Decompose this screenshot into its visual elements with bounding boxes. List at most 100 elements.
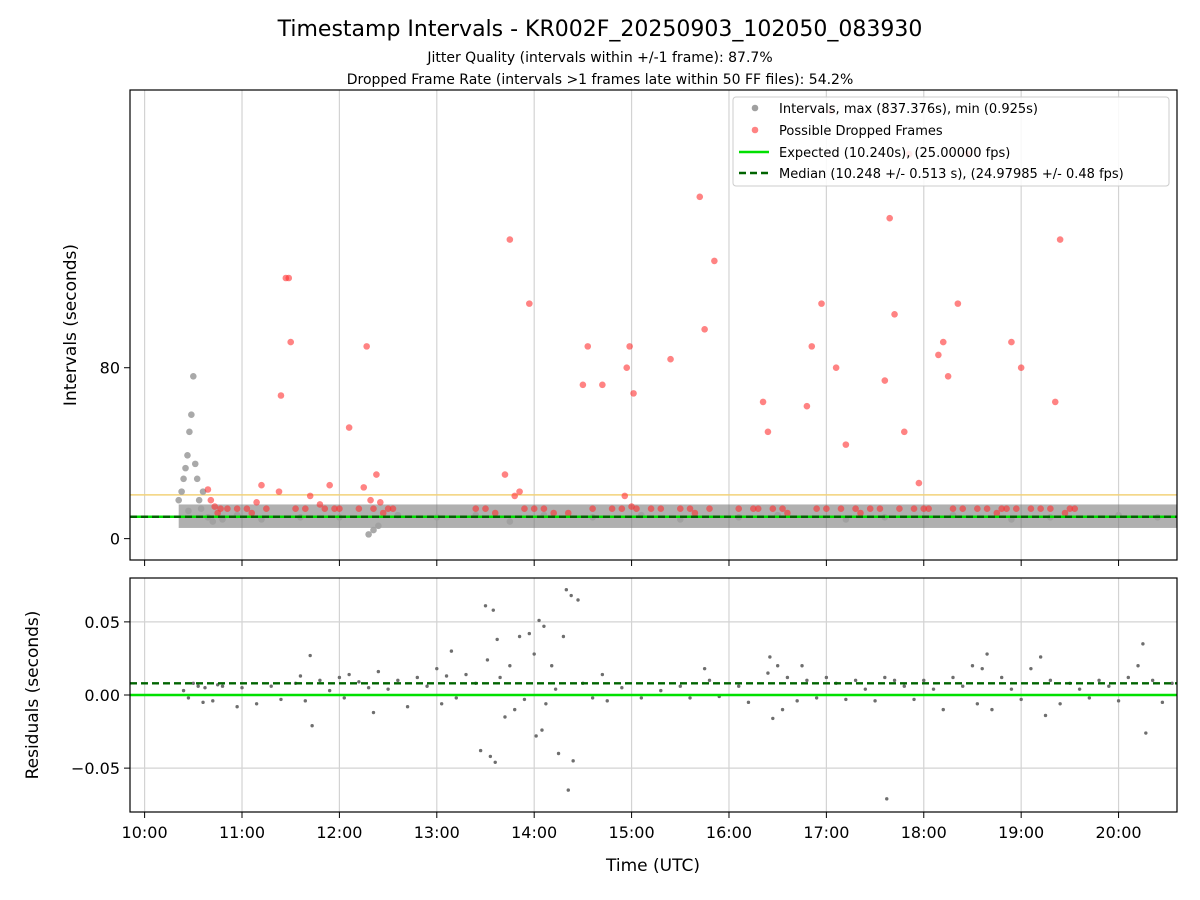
- dropped-frame-point: [939, 338, 947, 346]
- residual-point: [203, 685, 207, 690]
- y-tick-label: −0.05: [71, 759, 120, 778]
- residual-point: [478, 748, 483, 753]
- figure-title: Timestamp Intervals - KR002F_20250903_10…: [277, 17, 923, 42]
- residual-point: [702, 666, 707, 671]
- dropped-frame-point: [621, 492, 629, 500]
- dropped-frame-point: [608, 505, 616, 513]
- residual-point: [279, 697, 283, 702]
- residual-point: [240, 685, 244, 690]
- x-tick-label: 13:00: [414, 823, 460, 842]
- residual-point: [405, 705, 410, 709]
- dropped-frame-point: [389, 505, 397, 513]
- dropped-frame-point: [676, 505, 684, 513]
- residual-point: [600, 672, 605, 677]
- dropped-frame-point: [285, 274, 293, 282]
- y-tick-label: 80: [100, 359, 120, 378]
- dropped-frame-point: [686, 505, 694, 513]
- x-axis-label: Time (UTC): [605, 856, 700, 876]
- dropped-frame-point: [803, 402, 811, 410]
- dropped-frame-point: [769, 505, 777, 513]
- residual-point: [800, 664, 804, 668]
- interval-point: [506, 518, 514, 525]
- residual-point: [576, 598, 580, 602]
- residual-point: [805, 678, 809, 683]
- residual-point: [785, 675, 790, 680]
- dropped-frame-point: [516, 488, 523, 495]
- dropped-frame-point: [857, 509, 864, 517]
- dropped-frame-point: [866, 505, 874, 513]
- residual-point: [951, 675, 955, 680]
- y-tick-label: 0.05: [84, 613, 120, 632]
- residual-point: [503, 715, 507, 719]
- dropped-frame-point: [370, 505, 377, 513]
- dropped-frame-point: [263, 505, 270, 513]
- legend-median-label: Median (10.248 +/- 0.513 s), (24.97985 +…: [779, 167, 1124, 182]
- residual-point: [853, 678, 858, 683]
- residual-point: [498, 675, 502, 680]
- residual-point: [534, 734, 538, 738]
- residual-point: [1019, 697, 1023, 702]
- dropped-frame-point: [373, 471, 380, 478]
- dropped-frame-point: [667, 355, 674, 363]
- residual-point: [527, 631, 532, 636]
- interval-point: [175, 496, 182, 504]
- dropped-frame-point: [506, 236, 514, 243]
- dropped-frame-point: [472, 505, 480, 513]
- dropped-frame-point: [530, 505, 538, 513]
- residual-point: [824, 675, 829, 680]
- interval-point: [180, 475, 187, 483]
- residual-point: [795, 699, 799, 703]
- dropped-frame-point: [974, 505, 981, 513]
- y-tick-label: 0: [110, 530, 120, 549]
- residual-point: [439, 702, 444, 706]
- residual-point: [310, 724, 314, 728]
- residual-point: [1077, 687, 1082, 691]
- legend-expected-label: Expected (10.240s), (25.00000 fps): [779, 146, 1010, 161]
- residual-point: [488, 754, 493, 759]
- residual-point: [540, 728, 544, 732]
- dropped-frame-point: [207, 496, 215, 504]
- legend: Intervals, max (837.376s), min (0.925s) …: [732, 96, 1170, 187]
- dropped-frame-point: [331, 505, 338, 513]
- residual-point: [517, 634, 522, 639]
- residual-point: [415, 675, 420, 680]
- interval-point: [375, 522, 382, 530]
- dropped-frame-point: [233, 505, 241, 513]
- residual-point: [970, 664, 975, 668]
- dropped-frame-point: [754, 505, 762, 513]
- dropped-frame-point: [224, 505, 231, 513]
- dropped-frame-point: [336, 505, 343, 513]
- dropped-frame-point: [511, 492, 519, 500]
- residual-point: [537, 618, 541, 623]
- dropped-frame-point: [1056, 236, 1064, 243]
- residual-point: [1160, 700, 1165, 705]
- residual-point: [491, 608, 495, 612]
- legend-intervals-label: Intervals, max (837.376s), min (0.925s): [779, 102, 1038, 117]
- residual-point: [1058, 702, 1062, 706]
- residual-point: [1029, 666, 1033, 671]
- dropped-frame-point: [550, 509, 557, 517]
- interval-point: [197, 505, 205, 513]
- dropped-frame-point: [784, 509, 791, 517]
- residual-point: [435, 666, 439, 671]
- dropped-frame-point: [363, 343, 370, 350]
- residual-point: [386, 687, 390, 691]
- interval-point: [209, 518, 217, 525]
- residual-point: [1116, 699, 1121, 703]
- residual-point: [220, 684, 225, 688]
- x-tick-label: 12:00: [316, 823, 362, 842]
- dropped-frame-point: [935, 351, 942, 359]
- residual-point: [975, 702, 980, 706]
- dropped-frame-point: [367, 496, 374, 504]
- residual-point: [235, 705, 239, 709]
- dropped-frame-point: [944, 372, 952, 380]
- dropped-frame-point: [626, 343, 633, 350]
- residual-point: [912, 697, 916, 702]
- dropped-frame-point: [345, 424, 353, 431]
- residual-point: [269, 684, 273, 688]
- residual-point: [308, 653, 312, 658]
- top-y-axis-label: Intervals (seconds): [61, 244, 81, 406]
- residual-point: [941, 707, 945, 712]
- residual-point: [181, 688, 186, 693]
- dropped-frame-point: [306, 492, 314, 500]
